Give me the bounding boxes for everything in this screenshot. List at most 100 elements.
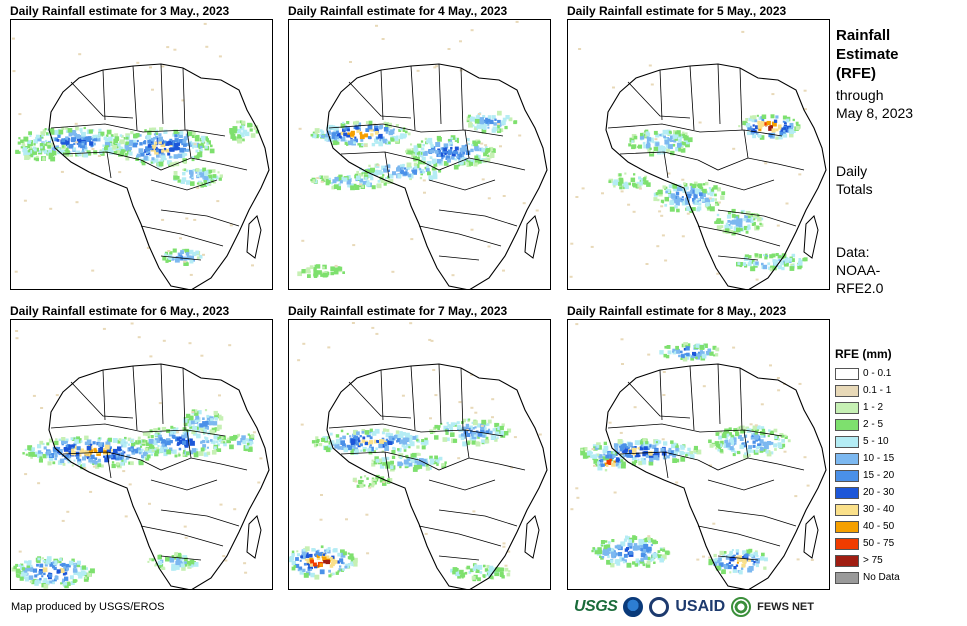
country-border <box>717 363 721 425</box>
map-canvas <box>569 30 827 289</box>
usaid-seal-icon <box>649 597 670 617</box>
rainfall-map <box>10 19 273 290</box>
legend-label: 2 - 5 <box>863 419 884 430</box>
legend-swatch <box>835 367 859 380</box>
legend-label: 5 - 10 <box>863 436 889 447</box>
legend-title: RFE (mm) <box>835 347 892 361</box>
data-line: NOAA- <box>836 262 881 278</box>
country-border <box>697 457 779 471</box>
country-border <box>348 381 412 419</box>
usaid-logo: USAID <box>675 598 726 615</box>
logo-strip: USGS USAID FEWS NET <box>574 596 814 618</box>
side-title-line: (RFE) <box>836 65 876 82</box>
country-border <box>70 81 134 119</box>
country-border <box>160 363 164 425</box>
country-border <box>186 429 192 459</box>
country-border <box>438 63 442 125</box>
country-border <box>777 463 805 471</box>
country-border <box>410 65 416 131</box>
rainfall-map <box>288 19 551 290</box>
country-border <box>659 69 663 121</box>
country-border <box>689 65 695 131</box>
country-border <box>220 163 248 171</box>
usgs-logo: USGS <box>574 598 618 615</box>
daily-line: Totals <box>836 181 873 197</box>
legend-label: No Data <box>863 572 900 583</box>
country-border <box>140 457 222 471</box>
through-date: through May 8, 2023 <box>836 86 913 122</box>
country-border <box>70 381 134 419</box>
legend-item: > 75 <box>835 552 955 569</box>
country-border <box>418 457 500 471</box>
panel-title: Daily Rainfall estimate for 5 May., 2023 <box>567 4 787 18</box>
country-border <box>707 479 775 491</box>
country-border <box>498 163 526 171</box>
map-panel-may-4: Daily Rainfall estimate for 4 May., 2023 <box>288 4 552 290</box>
rainfall-overlay <box>297 20 539 278</box>
madagascar-outline <box>524 215 540 259</box>
country-border <box>428 179 496 191</box>
country-border <box>498 463 526 471</box>
noaa-logo-icon <box>623 597 644 617</box>
map-panel-may-3: Daily Rainfall estimate for 3 May., 2023 <box>10 4 274 290</box>
legend-item: 30 - 40 <box>835 501 955 518</box>
rainfall-overlay <box>289 322 542 582</box>
country-border <box>607 423 783 437</box>
map-panel-may-6: Daily Rainfall estimate for 6 May., 2023 <box>10 304 274 590</box>
country-border <box>739 367 743 431</box>
legend-item: 50 - 75 <box>835 535 955 552</box>
rainfall-map <box>288 319 551 590</box>
panel-title: Daily Rainfall estimate for 8 May., 2023 <box>567 304 787 318</box>
legend-label: 0.1 - 1 <box>863 385 892 396</box>
country-border <box>689 365 695 431</box>
country-border <box>102 69 106 121</box>
country-border <box>140 157 222 171</box>
country-border <box>182 67 186 131</box>
country-border <box>150 479 218 491</box>
country-border <box>717 555 759 561</box>
country-border <box>140 525 224 547</box>
legend-swatch <box>835 384 859 397</box>
fews-net-logo: FEWS NET <box>757 601 814 613</box>
country-border <box>150 179 218 191</box>
country-border <box>663 151 669 179</box>
country-border <box>380 369 384 421</box>
country-border <box>607 123 783 137</box>
side-title-line: Estimate <box>836 46 899 63</box>
madagascar-outline <box>803 215 819 259</box>
country-border <box>418 157 500 171</box>
country-border <box>777 163 805 171</box>
through-line: through <box>836 87 884 103</box>
legend-item: 40 - 50 <box>835 518 955 535</box>
country-border <box>717 209 797 227</box>
data-source: Data: NOAA- RFE2.0 <box>836 243 883 297</box>
madagascar-outline <box>246 215 262 259</box>
legend-label: 1 - 2 <box>863 402 884 413</box>
fews-net-icon <box>731 597 752 617</box>
country-border <box>384 151 390 179</box>
country-border <box>464 429 470 459</box>
legend-swatch <box>835 435 859 448</box>
rainfall-map <box>567 319 830 590</box>
country-border <box>428 479 496 491</box>
country-border <box>132 65 138 131</box>
panel-title: Daily Rainfall estimate for 3 May., 2023 <box>10 4 230 18</box>
legend-swatch <box>835 571 859 584</box>
map-credit: Map produced by USGS/EROS <box>11 601 165 613</box>
africa-coastline <box>326 63 548 289</box>
africa-coastline <box>48 63 270 289</box>
country-border <box>438 255 480 261</box>
country-border <box>348 81 412 119</box>
country-border <box>50 423 226 437</box>
country-border <box>743 429 749 459</box>
rainfall-map <box>567 19 830 290</box>
side-title-line: Rainfall <box>836 27 891 44</box>
panel-title: Daily Rainfall estimate for 4 May., 2023 <box>288 4 508 18</box>
country-border <box>627 81 691 119</box>
country-border <box>464 129 470 159</box>
legend-item: 10 - 15 <box>835 450 955 467</box>
country-border <box>50 123 226 137</box>
country-border <box>186 129 192 159</box>
legend-item: 5 - 10 <box>835 433 955 450</box>
country-border <box>627 381 691 419</box>
